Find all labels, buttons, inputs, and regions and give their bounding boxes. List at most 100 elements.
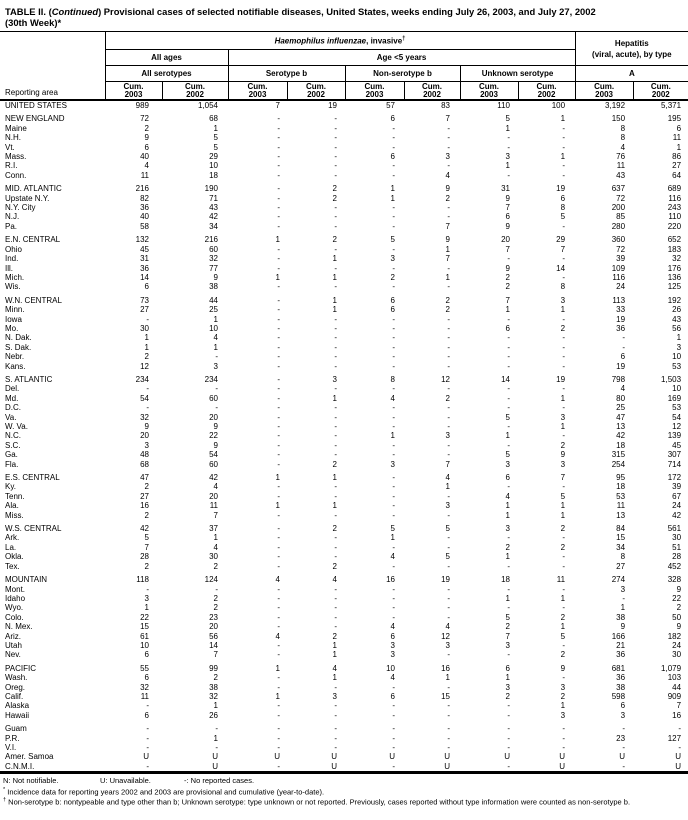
cell-value: 1: [505, 510, 510, 520]
cell-value: -: [622, 743, 626, 752]
col-header-reporting-area: Reporting area: [0, 31, 106, 101]
cell-value: 2: [676, 603, 682, 613]
cell-value: -: [447, 701, 450, 711]
row-label: Minn.: [5, 305, 25, 315]
cell-value: -: [277, 161, 280, 171]
table-row: Ohio 45 60 - - - 1 7 7 72 183: [0, 245, 688, 254]
cell-value: 5: [505, 412, 510, 422]
cell-value: 68: [140, 459, 149, 469]
table-row: Upstate N.Y. 82 71-2 1 2 9 6 72 116: [0, 194, 688, 203]
col-header-cum-2003: Cum. 2003: [105, 81, 162, 101]
cell-value: 3: [144, 593, 149, 603]
cell-value: -: [277, 412, 280, 422]
cell-value: 9: [213, 440, 218, 450]
cell-value: -: [334, 114, 337, 124]
cell-value: 36: [140, 263, 149, 273]
cell-value: -: [277, 221, 280, 231]
cell-value: 2: [332, 184, 337, 194]
table-row: Wash. 6 2 - 1 4 1 1 - 36 103: [0, 673, 688, 682]
cell-value: 2: [213, 603, 218, 613]
table-row: Mo. 30 10 - - - - 6 2 36 56: [0, 324, 688, 333]
table-row: D.C. - - - - - - - - 25 53: [0, 403, 688, 412]
cell-value: -: [277, 593, 280, 603]
cell-value: -: [507, 710, 510, 720]
cell-value: -: [277, 552, 280, 562]
cell-value: 99: [209, 663, 218, 673]
table-row: N.C. 20 22 - - 1 3 1 - 42 139: [0, 431, 688, 440]
cell-value: -: [562, 361, 566, 371]
cell-value: -: [277, 384, 280, 394]
cell-value: 20: [209, 622, 218, 632]
cell-value: 54: [140, 393, 149, 403]
cell-value: 2: [505, 691, 510, 701]
table-row: Maine 2 1 - - - - 1 - 8 6: [0, 124, 688, 133]
cell-value: 2: [445, 305, 450, 315]
cell-value: -: [562, 342, 566, 352]
cell-value: 2: [213, 561, 218, 571]
cell-value: -: [334, 263, 337, 273]
table-row: Wyo. 1 2 - - - - - - 1 2: [0, 603, 688, 612]
cell-value: 7: [213, 650, 218, 660]
table-row: N.H. 9 5 - - - - - - 8 11: [0, 133, 688, 142]
cell-value: 1: [275, 272, 280, 282]
cell-value: 54: [209, 450, 218, 460]
cell-value: 30: [672, 533, 682, 543]
cell-value: -: [562, 142, 566, 152]
cell-value: 2: [390, 272, 395, 282]
cell-value: 190: [204, 184, 218, 194]
cell-value: -: [562, 314, 566, 324]
notifiable-diseases-table: Reporting area Haemophilus influenzae, i…: [0, 31, 688, 775]
cell-value: 11: [556, 575, 566, 585]
cell-value: 7: [445, 221, 450, 231]
col-header-cum-2002: Cum. 2002: [286, 81, 345, 101]
cell-value: 6: [144, 142, 149, 152]
row-label: Mass.: [5, 152, 27, 162]
cell-value: -: [392, 244, 395, 254]
row-label: Tex.: [5, 561, 20, 571]
row-label: Miss.: [5, 510, 24, 520]
cell-value: 1: [560, 622, 566, 632]
row-label: Kans.: [5, 361, 26, 371]
cell-value: -: [392, 384, 395, 394]
cell-value: 40: [140, 212, 149, 222]
cell-value: -: [334, 440, 337, 450]
cell-value: 5: [213, 142, 218, 152]
cell-value: -: [447, 314, 450, 324]
table-row: Pa. 58 34 - - - 7 9 - 280 220: [0, 222, 688, 231]
cell-value: 1: [445, 673, 450, 683]
cell-value: 53: [616, 491, 626, 501]
cell-value: 58: [140, 221, 149, 231]
cell-value: 20: [140, 431, 149, 441]
table-row: PACIFIC 55 99 1 4 10 16 6 9 681 1,079: [0, 664, 688, 673]
table-row: Iowa - 1 - - - - - - 19 43: [0, 315, 688, 324]
cell-value: 26: [209, 710, 218, 720]
cell-value: 42: [616, 431, 626, 441]
cell-value: -: [562, 384, 566, 394]
cell-value: -: [562, 133, 566, 143]
cell-value: -: [277, 603, 280, 613]
cell-value: -: [215, 584, 218, 594]
cell-value: -: [562, 533, 566, 543]
cell-value: 360: [611, 235, 626, 245]
row-label: La.: [5, 542, 17, 552]
cell-value: -: [277, 491, 280, 501]
row-label: Ga.: [5, 450, 18, 460]
cell-value: -: [277, 305, 280, 315]
cell-value: 3: [560, 710, 566, 720]
cell-value: -: [507, 342, 510, 352]
cell-value: 2: [332, 193, 337, 203]
cell-value: 40: [140, 152, 149, 162]
row-label: Oreg.: [5, 682, 26, 692]
cell-value: 42: [672, 510, 682, 520]
cell-value: 7: [505, 631, 510, 641]
col-header-cum-2003: Cum. 2003: [344, 81, 404, 101]
cell-value: 32: [209, 691, 218, 701]
cell-value: 1,503: [661, 374, 682, 384]
cell-value: 714: [667, 459, 682, 469]
cell-value: 72: [140, 114, 149, 124]
table-row: Guam - - - - - - - - - -: [0, 724, 688, 733]
cell-value: -: [277, 640, 280, 650]
cell-value: -: [334, 282, 337, 292]
row-label: Nev.: [5, 650, 21, 660]
cell-value: 6: [390, 295, 395, 305]
